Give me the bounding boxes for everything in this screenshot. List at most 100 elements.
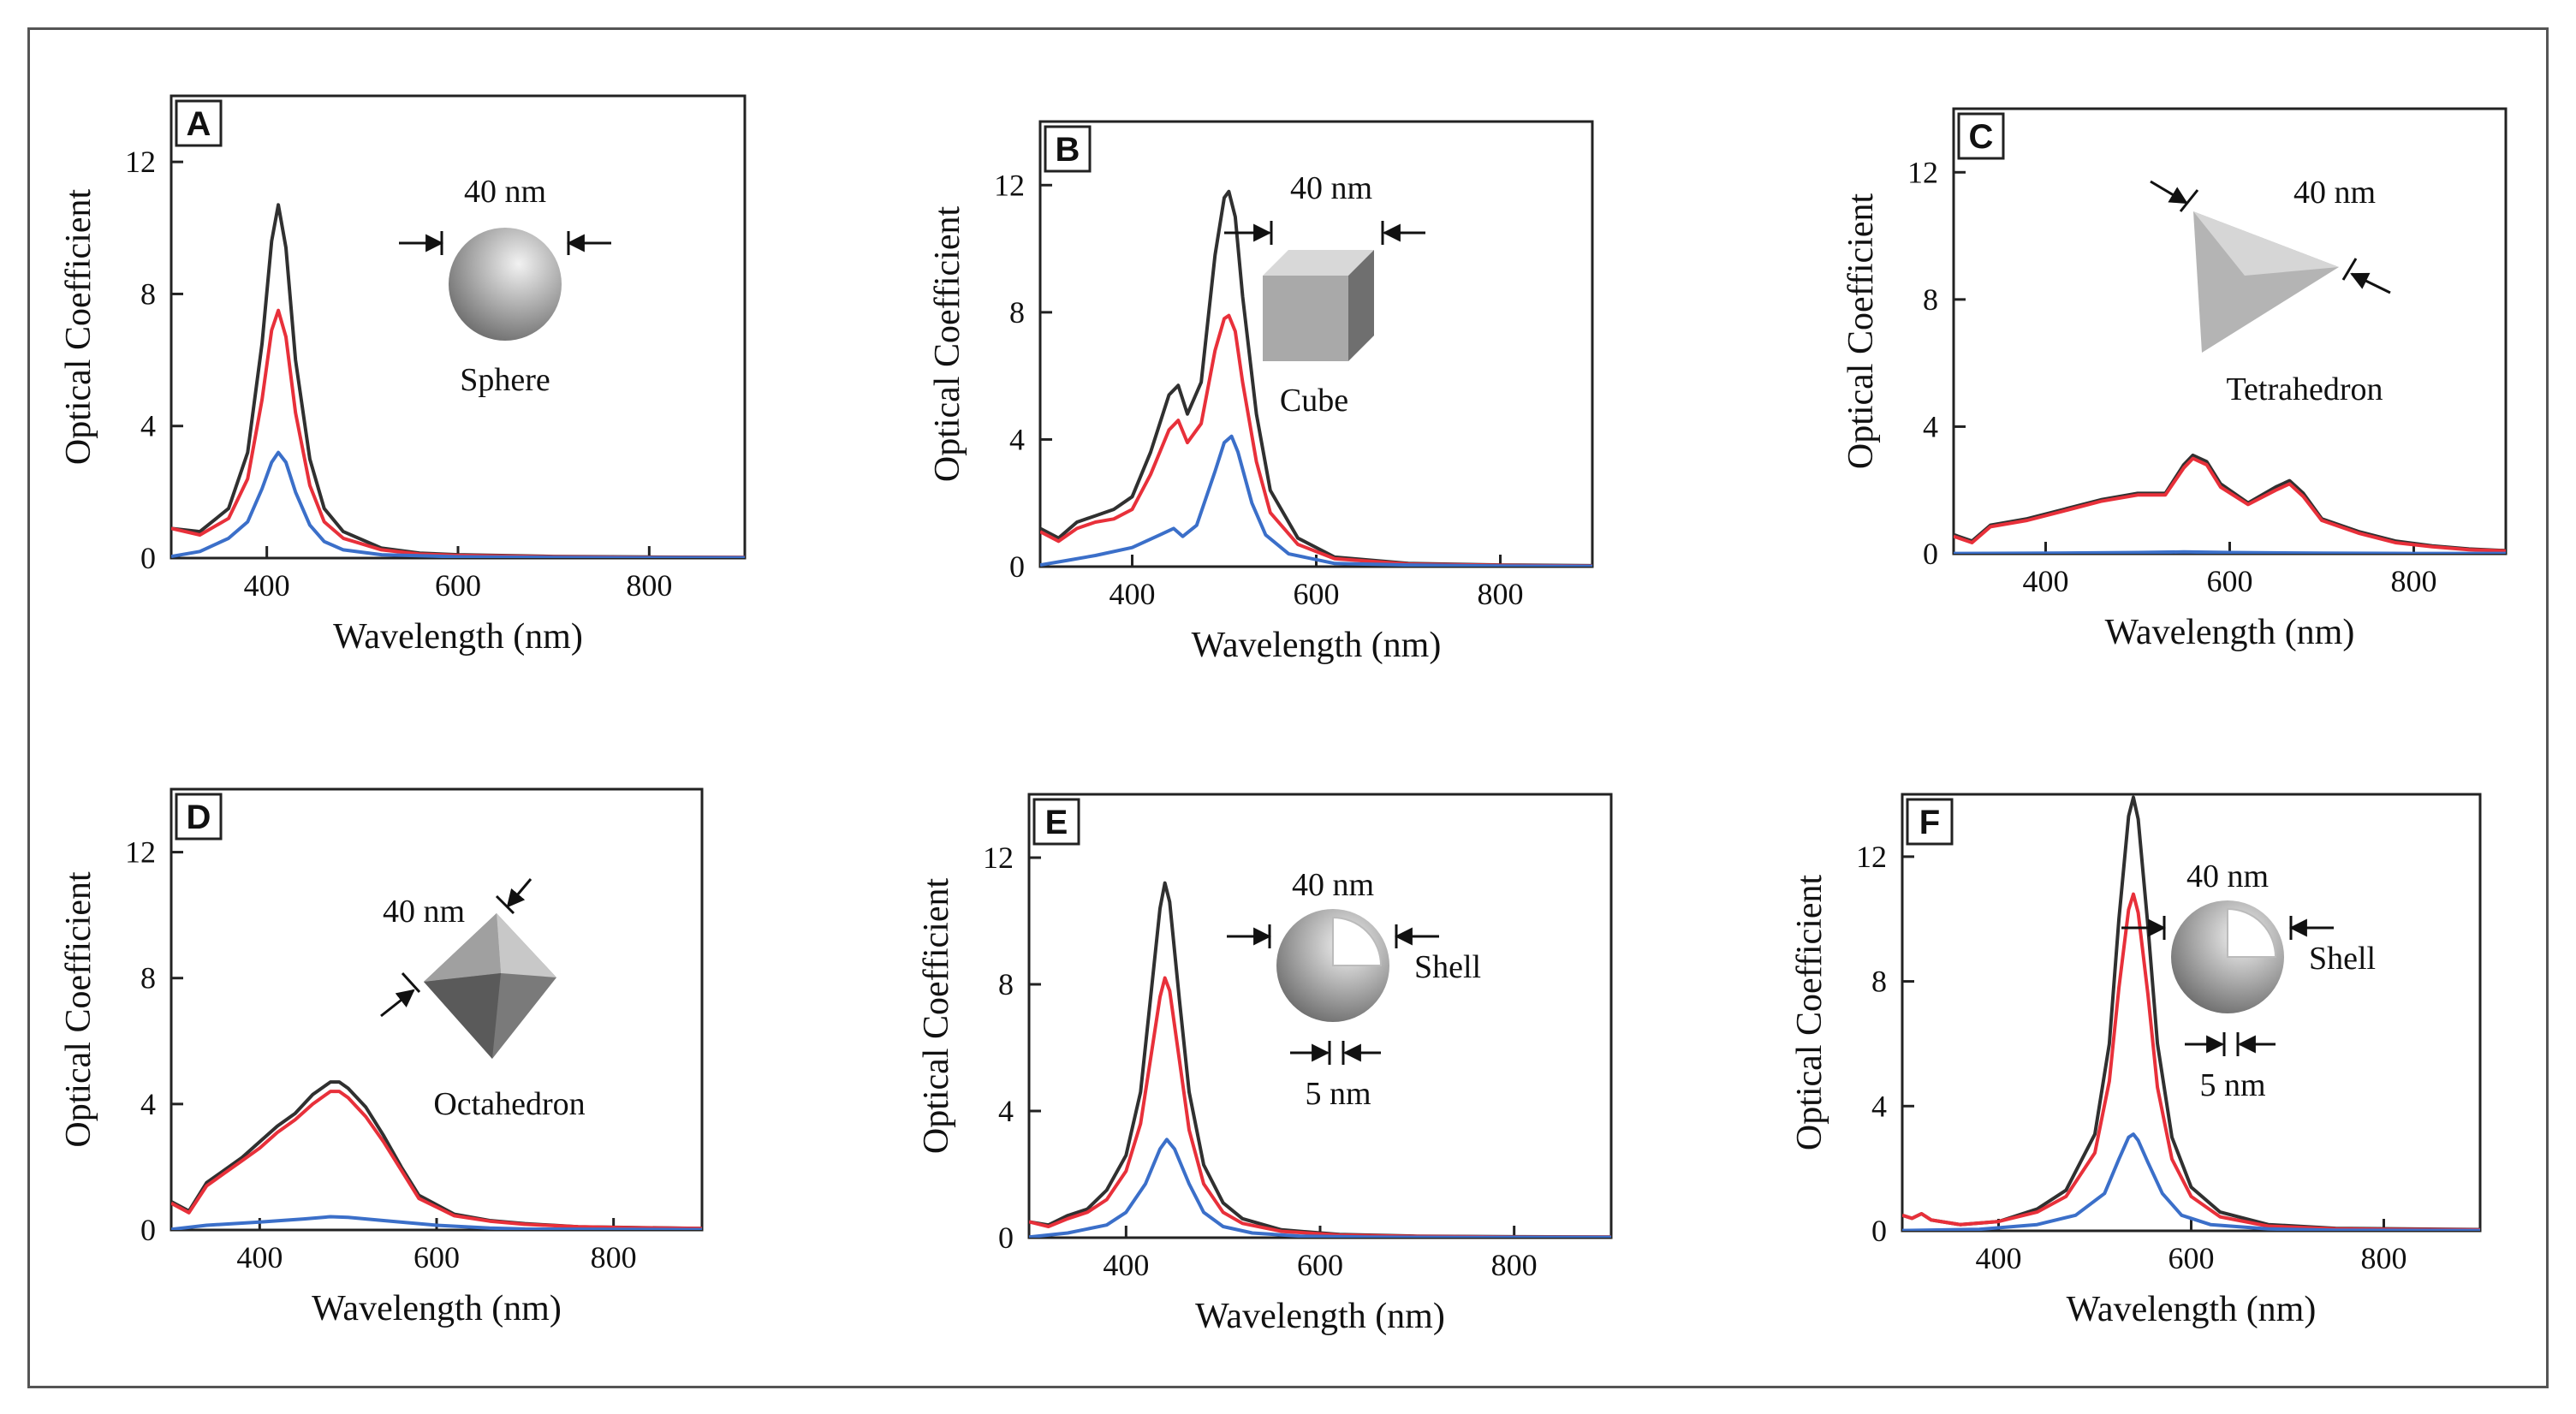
x-tick-label: 400 xyxy=(236,1240,283,1274)
inset-C: 40 nm Tetrahedron xyxy=(2150,175,2391,407)
y-tick-label: 12 xyxy=(994,168,1025,202)
shape-label: Shell xyxy=(1414,949,1481,985)
panel-letter-box xyxy=(175,793,223,841)
x-tick-label: 600 xyxy=(435,568,481,603)
series-line-3 xyxy=(1902,1132,2480,1231)
panel-letter-box xyxy=(1957,112,2005,160)
series-line-2 xyxy=(1040,313,1592,567)
y-tick-label: 12 xyxy=(1856,840,1887,874)
y-tick-label: 4 xyxy=(1923,409,1938,443)
y-tick-label: 0 xyxy=(140,541,156,575)
x-axis-label: Wavelength (nm) xyxy=(312,1289,562,1328)
cube-icon xyxy=(1263,276,1348,361)
shape-label: Octahedron xyxy=(433,1086,585,1122)
x-tick-label: 400 xyxy=(1976,1241,2022,1275)
y-tick-label: 8 xyxy=(140,276,156,311)
series-line-2 xyxy=(1954,456,2506,553)
size-label: 40 nm xyxy=(1290,170,1372,206)
size-label: 40 nm xyxy=(1292,867,1374,903)
series-line-2 xyxy=(1029,976,1611,1238)
octahedron-face xyxy=(424,913,501,982)
x-tick-label: 400 xyxy=(1110,577,1156,611)
y-tick-label: 0 xyxy=(1009,550,1025,584)
y-tick-label: 0 xyxy=(140,1213,156,1247)
y-tick-label: 12 xyxy=(125,145,156,179)
y-axis-label: Optical Coefficient xyxy=(928,206,967,483)
inset-A: 40 nm Sphere xyxy=(399,174,611,398)
panel-F: 400 600 800 0 4 8 12 Wavelength (nm) Optical Coe… xyxy=(1790,793,2482,1329)
panel-letter: C xyxy=(1969,118,1994,156)
size-arrow-bottom xyxy=(380,989,415,1018)
series-line-3 xyxy=(1954,550,2506,554)
cube-side-face xyxy=(1348,250,1374,361)
shell-label: 5 nm xyxy=(2199,1067,2265,1103)
x-tick-label: 800 xyxy=(1478,577,1524,611)
size-label: 40 nm xyxy=(383,894,465,930)
y-axis-label: Optical Coefficient xyxy=(1841,193,1881,470)
panel-letter: B xyxy=(1056,131,1080,169)
octahedron-face xyxy=(424,973,501,1059)
size-arrow-left xyxy=(2150,180,2188,205)
y-tick-label: 8 xyxy=(1923,282,1938,317)
panel-letter-box xyxy=(175,99,223,147)
x-axis-label: Wavelength (nm) xyxy=(2105,613,2355,652)
x-tick-label: 400 xyxy=(244,568,290,603)
size-label: 40 nm xyxy=(2186,858,2269,894)
shell-cutaway-icon xyxy=(1332,916,1383,966)
y-tick-label: 8 xyxy=(1009,295,1025,330)
x-tick-label: 800 xyxy=(591,1240,637,1274)
panel-letter: D xyxy=(187,799,211,836)
panel-D: 400 600 800 0 4 8 12 Wavelength (nm) Optical Coe… xyxy=(59,787,704,1328)
shape-label: Sphere xyxy=(460,362,550,398)
x-axis-label: Wavelength (nm) xyxy=(1195,1297,1445,1336)
y-tick-label: 12 xyxy=(1907,155,1938,189)
size-label: 40 nm xyxy=(464,174,546,210)
x-axis-label: Wavelength (nm) xyxy=(333,617,583,656)
x-tick-label: 800 xyxy=(2361,1241,2407,1275)
y-axis-label: Optical Coefficient xyxy=(917,878,956,1155)
x-tick-label: 600 xyxy=(1294,577,1340,611)
x-tick-label: 800 xyxy=(2391,564,2437,598)
size-arrow-right xyxy=(2350,272,2391,294)
x-tick-label: 400 xyxy=(2023,564,2069,598)
panel-C: 400 600 800 0 4 8 12 Wavelength (nm) Optical Coe… xyxy=(1841,107,2508,652)
size-bar-top xyxy=(495,894,515,915)
y-tick-label: 12 xyxy=(125,835,156,870)
x-tick-label: 600 xyxy=(2168,1241,2215,1275)
plot-area xyxy=(1901,793,2482,1233)
x-tick-label: 600 xyxy=(413,1240,460,1274)
x-tick-label: 400 xyxy=(1103,1248,1149,1282)
cube-top-face xyxy=(1263,250,1374,276)
y-tick-label: 4 xyxy=(140,1087,156,1121)
y-tick-label: 4 xyxy=(1009,422,1025,456)
y-tick-label: 12 xyxy=(983,841,1014,875)
panel-B: 400 600 800 0 4 8 12 Wavelength (nm) Optical Coe… xyxy=(928,120,1594,665)
y-tick-label: 0 xyxy=(998,1221,1014,1255)
tetrahedron-face xyxy=(2193,211,2339,276)
x-tick-label: 800 xyxy=(626,568,672,603)
panel-letter: F xyxy=(1919,804,1940,841)
size-bar-right xyxy=(2341,258,2358,281)
x-tick-label: 800 xyxy=(1491,1248,1538,1282)
y-tick-label: 0 xyxy=(1871,1214,1887,1248)
x-axis-label: Wavelength (nm) xyxy=(2067,1290,2317,1329)
shape-label: Cube xyxy=(1280,383,1348,419)
series-line-3 xyxy=(1029,1138,1611,1238)
shape-label: Tetrahedron xyxy=(2226,371,2383,407)
series-line-3 xyxy=(171,450,745,558)
panel-letter: E xyxy=(1045,804,1068,841)
x-tick-label: 600 xyxy=(1297,1248,1343,1282)
y-tick-label: 4 xyxy=(140,409,156,443)
plot-area xyxy=(170,787,704,1232)
octahedron-face xyxy=(497,913,556,977)
shell-label: 5 nm xyxy=(1305,1076,1371,1112)
y-axis-label: Optical Coefficient xyxy=(59,871,98,1148)
series-line-2 xyxy=(1902,892,2480,1231)
series-line-3 xyxy=(171,1215,702,1230)
y-tick-label: 4 xyxy=(998,1094,1014,1128)
inset-D: 40 nm Octahedron xyxy=(380,878,586,1122)
y-tick-label: 8 xyxy=(1871,965,1887,999)
shell-cutaway-icon xyxy=(2227,907,2277,958)
size-label: 40 nm xyxy=(2293,175,2376,211)
